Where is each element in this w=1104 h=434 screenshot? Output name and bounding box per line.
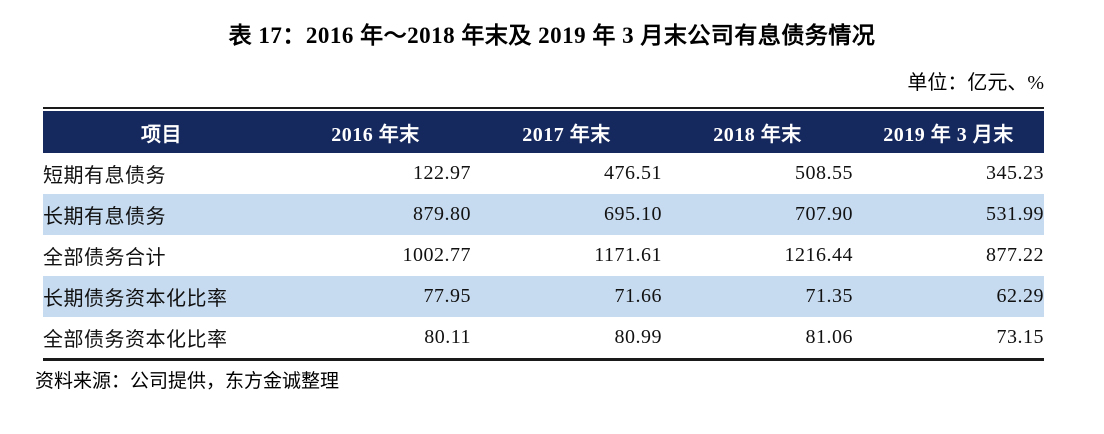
table-row: 全部债务资本化比率 80.11 80.99 81.06 73.15 [43,317,1044,358]
header-2016: 2016 年末 [280,111,471,153]
cell-value: 1171.61 [594,244,662,266]
cell-value: 476.51 [604,162,662,184]
table-header-row: 项目 2016 年末 2017 年末 2018 年末 2019 年 3 月末 [43,111,1044,153]
table-row: 短期有息债务 122.97 476.51 508.55 345.23 [43,153,1044,194]
cell-value: 345.23 [986,162,1044,184]
table-row: 全部债务合计 1002.77 1171.61 1216.44 877.22 [43,235,1044,276]
row-label: 长期债务资本化比率 [43,276,280,317]
cell-value: 707.90 [662,194,853,235]
cell-value: 508.55 [795,162,853,184]
cell-value: 122.97 [413,162,471,184]
cell-value: 81.06 [805,326,853,348]
row-label: 全部债务资本化比率 [43,329,228,351]
cell-value: 73.15 [996,326,1044,348]
cell-value: 71.66 [471,276,662,317]
row-label: 全部债务合计 [43,247,166,269]
cell-value: 1002.77 [402,244,471,266]
cell-value: 71.35 [662,276,853,317]
table-title: 表 17：2016 年～2018 年末及 2019 年 3 月末公司有息债务情况 [228,23,876,48]
cell-value: 879.80 [280,194,471,235]
cell-value: 695.10 [471,194,662,235]
unit-label: 单位：亿元、% [907,72,1044,94]
header-item: 项目 [43,111,280,153]
header-2017: 2017 年末 [471,111,662,153]
cell-value: 77.95 [280,276,471,317]
cell-value: 62.29 [853,276,1044,317]
table-row: 长期债务资本化比率 77.95 71.66 71.35 62.29 [43,276,1044,317]
cell-value: 80.99 [614,326,662,348]
cell-value: 877.22 [986,244,1044,266]
source-note: 资料来源：公司提供，东方金诚整理 [35,371,340,392]
row-label: 短期有息债务 [43,165,166,187]
cell-value: 1216.44 [784,244,853,266]
debt-table: 项目 2016 年末 2017 年末 2018 年末 2019 年 3 月末 短… [43,111,1044,358]
row-label: 长期有息债务 [43,194,280,235]
cell-value: 531.99 [853,194,1044,235]
cell-value: 80.11 [424,326,471,348]
table-row: 长期有息债务 879.80 695.10 707.90 531.99 [43,194,1044,235]
header-2019-mar: 2019 年 3 月末 [853,111,1044,153]
header-2018: 2018 年末 [662,111,853,153]
debt-table-container: 项目 2016 年末 2017 年末 2018 年末 2019 年 3 月末 短… [43,107,1044,361]
